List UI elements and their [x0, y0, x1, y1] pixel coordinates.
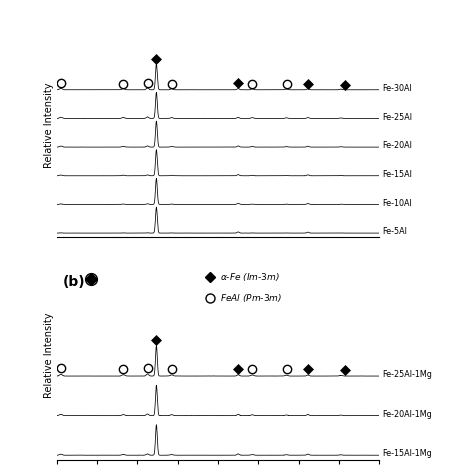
Y-axis label: Relative Intensity: Relative Intensity — [44, 313, 54, 398]
Text: Fe-10Al: Fe-10Al — [383, 199, 412, 208]
Text: Fe-20Al: Fe-20Al — [383, 141, 412, 150]
Text: Fe-25Al-1Mg: Fe-25Al-1Mg — [383, 370, 432, 379]
Text: Fe-15Al-1Mg: Fe-15Al-1Mg — [383, 449, 432, 458]
Text: Fe-15Al: Fe-15Al — [383, 170, 412, 179]
Text: Fe-5Al: Fe-5Al — [383, 228, 407, 236]
Y-axis label: Relative Intensity: Relative Intensity — [44, 83, 54, 168]
Text: $\alpha$-Fe ($Im$-$3m$): $\alpha$-Fe ($Im$-$3m$) — [220, 271, 280, 283]
Text: Fe-20Al-1Mg: Fe-20Al-1Mg — [383, 410, 432, 419]
Text: (b): (b) — [63, 274, 85, 289]
Text: FeAl ($Pm$-$3m$): FeAl ($Pm$-$3m$) — [220, 292, 282, 304]
Text: Fe-25Al: Fe-25Al — [383, 113, 412, 122]
Text: Fe-30Al: Fe-30Al — [383, 84, 412, 93]
